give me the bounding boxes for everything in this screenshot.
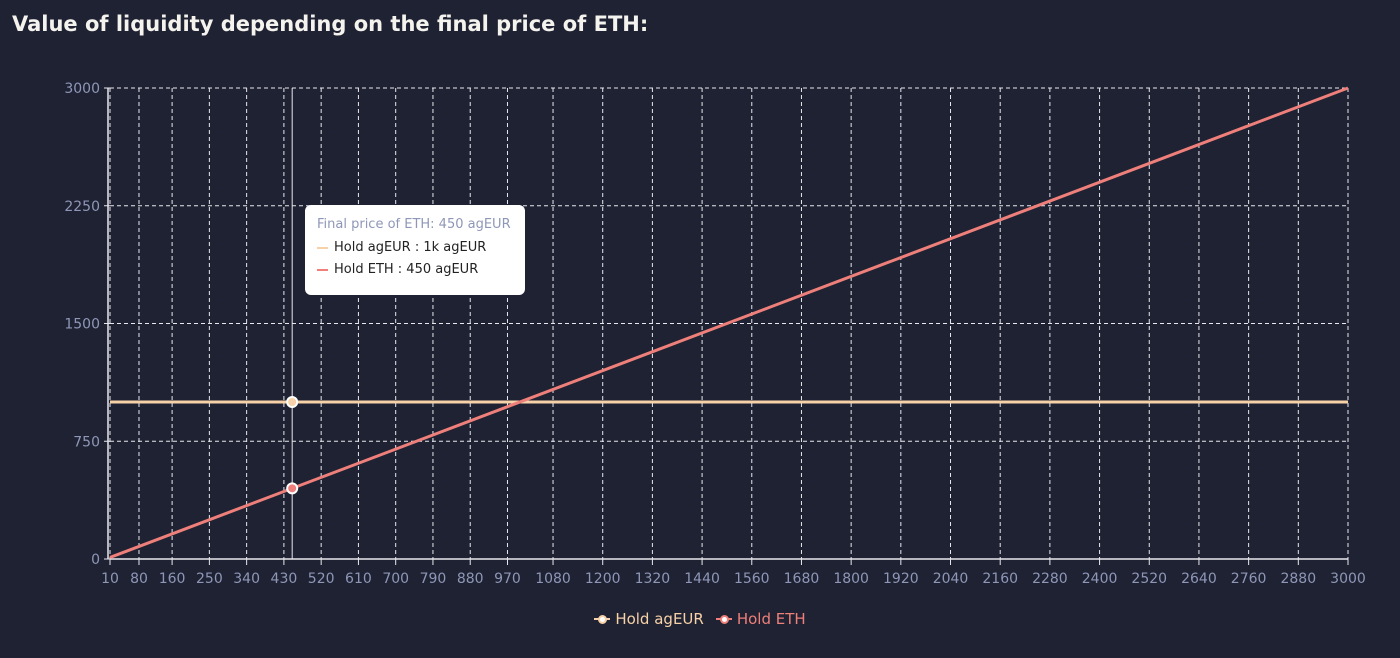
tooltip: Final price of ETH: 450 agEUR Hold agEUR… bbox=[305, 205, 525, 295]
x-tick-label: 160 bbox=[159, 571, 186, 587]
x-tick-label: 3000 bbox=[1330, 571, 1366, 587]
tooltip-header: Final price of ETH: 450 agEUR bbox=[317, 217, 511, 232]
x-tick-label: 1680 bbox=[784, 571, 820, 587]
line-marker-icon bbox=[715, 614, 732, 624]
x-tick-label: 2400 bbox=[1082, 571, 1118, 587]
x-tick-label: 700 bbox=[382, 571, 409, 587]
x-tick-label: 1800 bbox=[833, 571, 869, 587]
x-tick-label: 430 bbox=[271, 571, 298, 587]
x-tick-label: 10 bbox=[101, 571, 119, 587]
line-marker-icon bbox=[594, 614, 611, 624]
x-tick-label: 880 bbox=[457, 571, 484, 587]
x-tick-label: 610 bbox=[345, 571, 372, 587]
series-line-hold-eth bbox=[109, 86, 1349, 559]
y-tick-label: 750 bbox=[73, 434, 100, 450]
y-tick-label: 2250 bbox=[64, 199, 100, 215]
swatch-icon bbox=[317, 246, 328, 249]
tooltip-row-text: Hold ETH : 450 agEUR bbox=[334, 262, 479, 277]
legend-label: Hold agEUR bbox=[615, 610, 704, 628]
x-tick-label: 2640 bbox=[1181, 571, 1217, 587]
y-tick-label: 1500 bbox=[64, 317, 100, 333]
x-tick-label: 2160 bbox=[982, 571, 1018, 587]
tooltip-row-text: Hold agEUR : 1k agEUR bbox=[334, 240, 487, 255]
x-tick-label: 2520 bbox=[1131, 571, 1167, 587]
x-tick-label: 250 bbox=[196, 571, 223, 587]
x-tick-label: 1440 bbox=[684, 571, 720, 587]
legend-item-hold-ageur[interactable]: Hold agEUR bbox=[594, 610, 704, 628]
legend: Hold agEUR Hold ETH bbox=[0, 610, 1400, 628]
swatch-icon bbox=[317, 268, 328, 271]
chart-title: Value of liquidity depending on the fina… bbox=[12, 12, 649, 36]
y-tick-label: 3000 bbox=[64, 81, 100, 97]
legend-item-hold-eth[interactable]: Hold ETH bbox=[715, 610, 806, 628]
legend-label: Hold ETH bbox=[736, 610, 806, 628]
x-tick-label: 520 bbox=[308, 571, 335, 587]
x-tick-label: 1080 bbox=[535, 571, 571, 587]
x-tick-label: 2040 bbox=[933, 571, 969, 587]
hover-point bbox=[286, 482, 299, 495]
hover-point bbox=[286, 396, 299, 408]
x-tick-label: 790 bbox=[420, 571, 447, 587]
x-tick-label: 970 bbox=[494, 571, 521, 587]
x-tick-label: 2760 bbox=[1231, 571, 1267, 587]
x-tick-label: 1560 bbox=[734, 571, 770, 587]
x-tick-label: 1200 bbox=[585, 571, 621, 587]
tooltip-row-hold-eth: Hold ETH : 450 agEUR bbox=[317, 262, 513, 277]
x-tick-label: 340 bbox=[233, 571, 260, 587]
x-tick-label: 2880 bbox=[1280, 571, 1316, 587]
tooltip-row-hold-ageur: Hold agEUR : 1k agEUR bbox=[317, 240, 513, 255]
x-tick-label: 80 bbox=[130, 571, 148, 587]
y-tick-label: 0 bbox=[91, 552, 100, 568]
x-tick-label: 1320 bbox=[635, 571, 671, 587]
x-tick-label: 1920 bbox=[883, 571, 919, 587]
x-tick-label: 2280 bbox=[1032, 571, 1068, 587]
